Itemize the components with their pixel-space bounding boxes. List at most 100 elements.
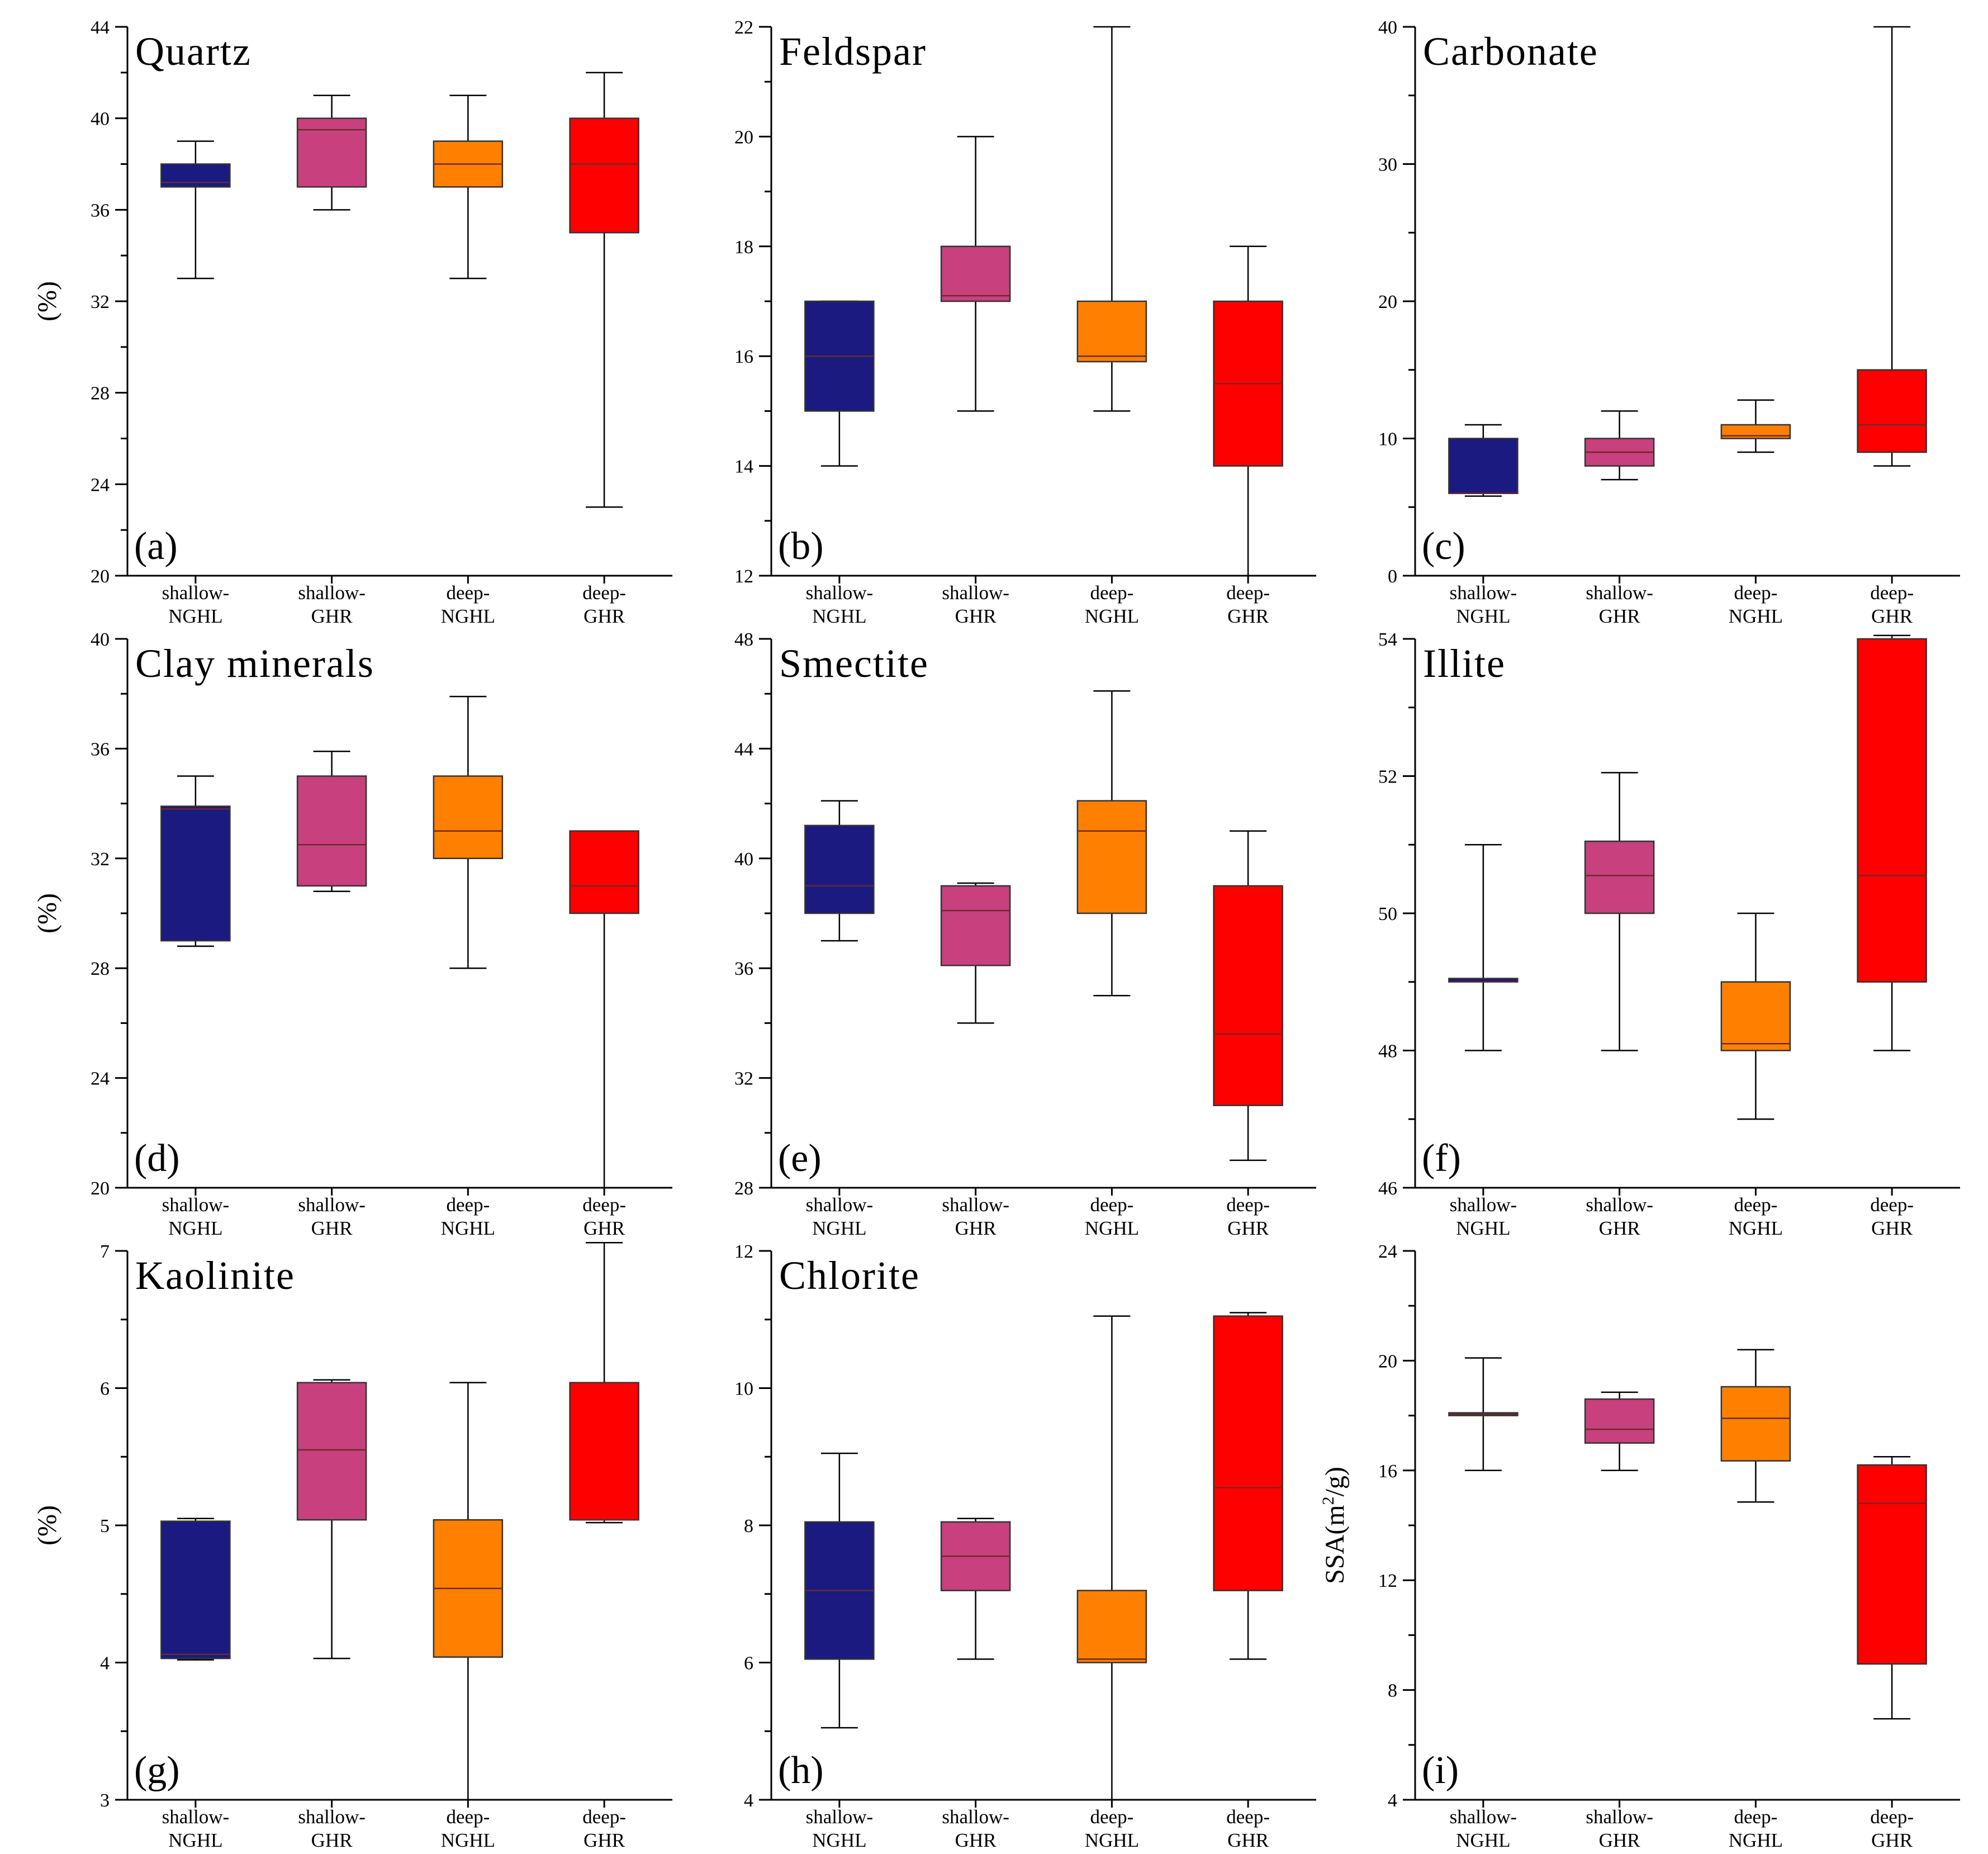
y-tick-label: 40 <box>91 109 110 130</box>
box-shallow-GHR <box>296 1379 367 1659</box>
panel-letter: (e) <box>778 1137 822 1180</box>
category-label-line2: NGHL <box>168 1829 222 1851</box>
category-label-line1: shallow- <box>1586 1806 1653 1828</box>
category-label-line2: NGHL <box>1729 1829 1783 1851</box>
category-label-line2: NGHL <box>1085 1217 1139 1239</box>
iqr-box <box>940 885 1011 966</box>
panel-g: 34567shallow-NGHLshallow-GHRdeep-NGHLdee… <box>32 1241 672 1851</box>
category-label-line1: deep- <box>582 582 626 604</box>
category-label-line2: NGHL <box>812 1217 866 1239</box>
category-label-line1: deep- <box>1090 582 1134 604</box>
category-label-line2: NGHL <box>168 1217 222 1239</box>
box-deep-GHR <box>1857 26 1927 467</box>
category-label-line1: deep- <box>1734 1194 1778 1216</box>
y-tick-label: 18 <box>734 237 753 258</box>
y-tick-label: 40 <box>734 849 753 870</box>
y-tick-label: 10 <box>734 1379 753 1400</box>
panel-title: Clay minerals <box>135 641 374 686</box>
box-deep-NGHL <box>1076 26 1147 412</box>
box-shallow-GHR <box>940 136 1011 412</box>
category-label-line1: deep- <box>1226 1806 1270 1828</box>
category-label-line1: deep- <box>1870 1806 1914 1828</box>
iqr-box <box>1857 1464 1927 1665</box>
category-label-line1: shallow- <box>1586 582 1653 604</box>
iqr-box <box>160 1520 231 1659</box>
iqr-box <box>160 805 231 942</box>
category-label-line1: shallow- <box>298 1194 366 1216</box>
category-label-line1: shallow- <box>942 1194 1009 1216</box>
y-tick-label: 46 <box>1378 1178 1397 1199</box>
category-label-line2: GHR <box>311 1217 353 1239</box>
category-label-line2: NGHL <box>441 1217 495 1239</box>
category-label-line2: NGHL <box>168 605 222 627</box>
box-shallow-NGHL <box>804 300 875 467</box>
iqr-box <box>940 245 1011 302</box>
category-label-line2: NGHL <box>1456 605 1510 627</box>
category-label-line2: NGHL <box>1729 605 1783 627</box>
iqr-box <box>296 1382 367 1521</box>
y-tick-label: 36 <box>734 959 753 979</box>
panel-letter: (h) <box>778 1749 824 1792</box>
category-label-line2: NGHL <box>1729 1217 1783 1239</box>
y-tick-label: 20 <box>734 127 753 148</box>
category-label-line1: deep- <box>447 1806 490 1828</box>
y-tick-label: 28 <box>91 959 110 979</box>
category-label-line2: GHR <box>1599 605 1641 627</box>
y-tick-label: 16 <box>1378 1461 1397 1482</box>
box-shallow-GHR <box>296 94 367 211</box>
category-label-line2: NGHL <box>1456 1217 1510 1239</box>
box-deep-NGHL <box>433 94 504 279</box>
y-tick-label: 5 <box>100 1516 110 1537</box>
category-label-line1: shallow- <box>162 582 230 604</box>
category-label-line1: deep- <box>1090 1806 1134 1828</box>
iqr-box <box>569 1382 639 1521</box>
y-axis-label: (%) <box>32 893 62 933</box>
box-shallow-NGHL <box>160 1518 231 1661</box>
panel-letter: (c) <box>1422 525 1465 568</box>
panel-title: Carbonate <box>1423 29 1598 74</box>
y-tick-label: 44 <box>91 17 110 38</box>
y-tick-label: 24 <box>91 475 110 495</box>
iqr-box <box>296 775 367 887</box>
category-label-line1: deep- <box>1226 1194 1270 1216</box>
box-deep-GHR <box>1213 830 1283 1161</box>
box-shallow-NGHL <box>1448 1357 1519 1472</box>
category-label-line2: GHR <box>955 1829 997 1851</box>
y-tick-label: 6 <box>100 1379 110 1400</box>
category-label-line2: GHR <box>583 1217 625 1239</box>
iqr-box <box>160 163 231 188</box>
iqr-box <box>569 117 639 234</box>
panel-title: Feldspar <box>779 29 927 74</box>
category-label-line2: NGHL <box>441 1829 495 1851</box>
y-tick-label: 36 <box>91 200 110 221</box>
panel-letter: (a) <box>134 525 178 568</box>
y-axis-label-sup: 2 <box>1319 1496 1337 1505</box>
y-tick-label: 20 <box>91 1178 110 1199</box>
y-tick-label: 12 <box>734 566 753 587</box>
y-tick-label: 24 <box>91 1069 110 1089</box>
y-tick-label: 32 <box>91 849 110 870</box>
category-label-line1: deep- <box>1734 1806 1778 1828</box>
y-axis-label-pre: SSA(m <box>1320 1505 1350 1583</box>
category-label-line1: deep- <box>582 1194 626 1216</box>
category-label-line2: GHR <box>1227 605 1269 627</box>
category-label-line2: GHR <box>1227 1829 1269 1851</box>
category-label-line1: shallow- <box>1450 1806 1517 1828</box>
y-tick-label: 52 <box>1378 767 1397 788</box>
y-axis-label: (%) <box>32 281 62 321</box>
iqr-box <box>1584 840 1655 914</box>
y-tick-label: 4 <box>744 1790 753 1811</box>
category-label-line1: shallow- <box>162 1194 230 1216</box>
y-tick-label: 44 <box>734 739 753 760</box>
box-shallow-NGHL <box>1448 424 1519 497</box>
panel-f: 4648505254shallow-NGHLshallow-GHRdeep-NG… <box>1378 629 1960 1239</box>
box-deep-GHR <box>1213 1312 1283 1660</box>
panel-i: 4812162024shallow-NGHLshallow-GHRdeep-NG… <box>1319 1241 1960 1851</box>
box-deep-GHR <box>569 830 639 1189</box>
category-label-line1: deep- <box>582 1806 626 1828</box>
category-label-line1: deep- <box>447 1194 490 1216</box>
y-tick-label: 54 <box>1378 629 1397 650</box>
y-axis-label-post: /g) <box>1320 1467 1350 1496</box>
category-label-line2: GHR <box>1227 1217 1269 1239</box>
iqr-box <box>1720 1386 1791 1462</box>
